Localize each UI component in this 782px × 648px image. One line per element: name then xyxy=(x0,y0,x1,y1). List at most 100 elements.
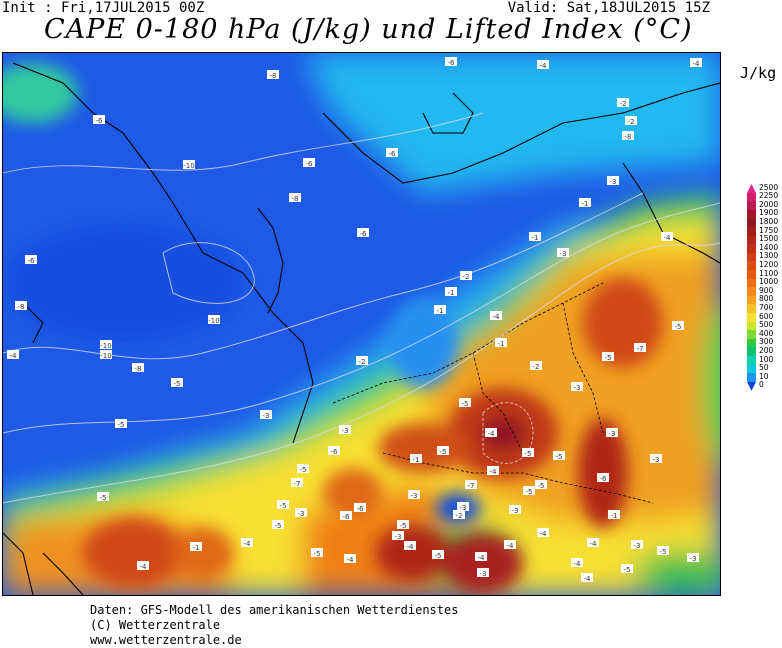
svg-text:-4: -4 xyxy=(584,575,592,583)
legend-label: 1400 xyxy=(759,242,779,252)
svg-text:-5: -5 xyxy=(525,450,532,458)
legend-swatch xyxy=(747,184,756,194)
contour-label: -8 xyxy=(622,131,634,141)
contour-label: -5 xyxy=(115,419,127,429)
svg-text:-5: -5 xyxy=(538,482,545,490)
svg-text:-3: -3 xyxy=(411,492,418,500)
svg-text:-6: -6 xyxy=(448,59,456,67)
contour-label: -1 xyxy=(410,454,422,464)
contour-label: -1 xyxy=(445,287,457,297)
contour-label: -3 xyxy=(408,490,420,500)
legend-label: 600 xyxy=(759,311,774,321)
svg-text:-3: -3 xyxy=(342,427,349,435)
contour-label: -5 xyxy=(277,500,289,510)
svg-text:-1: -1 xyxy=(448,289,455,297)
contour-label: -4 xyxy=(581,573,593,583)
contour-label: -4 xyxy=(490,311,502,321)
contour-label: -2 xyxy=(460,271,472,281)
contour-label: -5 xyxy=(397,520,409,530)
svg-text:-4: -4 xyxy=(507,542,515,550)
svg-text:-5: -5 xyxy=(300,466,307,474)
legend-label: 1900 xyxy=(759,208,779,218)
svg-text:-4: -4 xyxy=(664,234,672,242)
contour-label: -6 xyxy=(597,473,609,483)
svg-text:-10: -10 xyxy=(100,352,111,360)
svg-text:-10: -10 xyxy=(208,317,219,325)
svg-text:-3: -3 xyxy=(395,533,402,541)
svg-text:-1: -1 xyxy=(532,234,539,242)
svg-text:-4: -4 xyxy=(493,313,501,321)
contour-label: -3 xyxy=(607,176,619,186)
svg-text:-5: -5 xyxy=(526,488,533,496)
svg-text:-6: -6 xyxy=(343,513,351,521)
contour-label: -2 xyxy=(625,116,637,126)
contour-label: -8 xyxy=(132,363,144,373)
contour-label: -5 xyxy=(432,550,444,560)
contour-label: -4 xyxy=(504,540,516,550)
contour-label: -4 xyxy=(404,541,416,551)
contour-label: -6 xyxy=(354,503,366,513)
svg-text:-6: -6 xyxy=(28,257,36,265)
svg-text:-4: -4 xyxy=(590,540,598,548)
svg-text:-3: -3 xyxy=(263,412,270,420)
cape-map: -6 -8 -6 -4 -4 -2 -2 -8 -10 -6 -6 -8 -6 -6 -8 -10 -10 -4-… xyxy=(2,52,721,596)
svg-text:-6: -6 xyxy=(331,448,339,456)
footer-url: www.wetterzentrale.de xyxy=(90,633,242,647)
contour-label: -3 xyxy=(687,553,699,563)
contour-label: -3 xyxy=(477,568,489,578)
contour-label: -6 xyxy=(328,446,340,456)
svg-text:-8: -8 xyxy=(625,133,632,141)
contour-label: -5 xyxy=(437,446,449,456)
contour-label: -10 xyxy=(208,315,220,325)
legend-swatch xyxy=(747,304,756,314)
contour-label: -5 xyxy=(602,352,614,362)
legend-swatch xyxy=(747,252,756,262)
svg-text:-5: -5 xyxy=(400,522,407,530)
svg-text:-2: -2 xyxy=(456,512,463,520)
contour-label: -5 xyxy=(311,548,323,558)
cape-map-canvas: -6-8-6 -4 -4-2-2-8-10 -6-6-8-6-6-8-10-10-4-… xyxy=(3,53,720,595)
svg-text:-8: -8 xyxy=(292,195,299,203)
svg-text:-3: -3 xyxy=(610,178,617,186)
contour-label: -3 xyxy=(339,425,351,435)
contour-label: -3 xyxy=(457,502,469,512)
svg-text:-6: -6 xyxy=(600,475,608,483)
contour-label: -4 xyxy=(587,538,599,548)
legend-label: 1750 xyxy=(759,225,779,235)
legend-label: 300 xyxy=(759,337,774,347)
legend-swatch xyxy=(747,338,756,348)
svg-text:-1: -1 xyxy=(582,200,589,208)
svg-text:-7: -7 xyxy=(637,345,644,353)
contour-label: -1 xyxy=(579,198,591,208)
legend-swatch xyxy=(747,244,756,254)
svg-text:-3: -3 xyxy=(634,542,641,550)
svg-text:-6: -6 xyxy=(389,150,397,158)
legend-swatch xyxy=(747,381,756,391)
svg-text:-3: -3 xyxy=(480,570,487,578)
legend-swatch xyxy=(747,364,756,374)
contour-label: -5 xyxy=(171,378,183,388)
svg-text:-4: -4 xyxy=(540,62,548,70)
contour-label: -6 xyxy=(386,148,398,158)
contour-label: -1 xyxy=(529,232,541,242)
legend-label: 500 xyxy=(759,320,774,330)
contour-label: -4 xyxy=(137,561,149,571)
svg-text:-3: -3 xyxy=(460,504,467,512)
svg-text:-3: -3 xyxy=(653,456,660,464)
legend-label: 1800 xyxy=(759,216,779,226)
contour-label: -4 xyxy=(7,350,19,360)
svg-text:-5: -5 xyxy=(660,548,667,556)
svg-text:-5: -5 xyxy=(440,448,447,456)
svg-text:-4: -4 xyxy=(407,543,415,551)
svg-text:-10: -10 xyxy=(183,162,194,170)
svg-text:-3: -3 xyxy=(574,384,581,392)
contour-label: -4 xyxy=(485,428,497,438)
contour-label: -5 xyxy=(535,480,547,490)
legend-swatch xyxy=(747,209,756,219)
contour-label: -6 xyxy=(93,115,105,125)
contour-label: -4 xyxy=(537,528,549,538)
legend-label: 2250 xyxy=(759,191,779,201)
legend-label: 800 xyxy=(759,294,774,304)
legend-label: 900 xyxy=(759,285,774,295)
footer-source: Daten: GFS-Modell des amerikanischen Wet… xyxy=(90,603,459,617)
